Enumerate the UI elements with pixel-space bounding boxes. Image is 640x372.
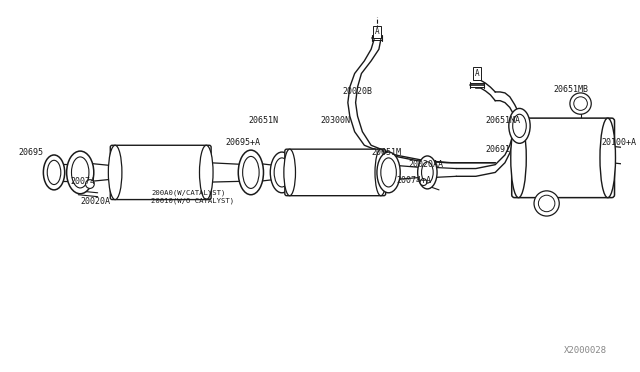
Ellipse shape: [375, 149, 387, 196]
Ellipse shape: [513, 114, 526, 138]
Ellipse shape: [570, 93, 591, 114]
Ellipse shape: [67, 151, 94, 194]
Ellipse shape: [243, 156, 259, 189]
Ellipse shape: [422, 162, 433, 183]
Text: 20695: 20695: [18, 148, 43, 157]
Ellipse shape: [72, 157, 89, 188]
Ellipse shape: [44, 155, 65, 190]
FancyBboxPatch shape: [285, 149, 386, 196]
Ellipse shape: [623, 145, 635, 167]
Text: X2000028: X2000028: [564, 346, 607, 355]
Ellipse shape: [534, 191, 559, 216]
Ellipse shape: [238, 150, 264, 195]
FancyBboxPatch shape: [110, 145, 211, 199]
Ellipse shape: [418, 156, 437, 189]
Text: 20020B: 20020B: [342, 87, 372, 96]
Text: 20300N: 20300N: [321, 116, 351, 125]
Text: 20691: 20691: [486, 145, 511, 154]
Ellipse shape: [420, 179, 427, 186]
Ellipse shape: [270, 152, 294, 193]
Text: A: A: [474, 69, 479, 78]
Ellipse shape: [47, 160, 61, 185]
Text: 20100+A: 20100+A: [602, 138, 637, 147]
Ellipse shape: [574, 97, 588, 110]
Ellipse shape: [538, 195, 555, 212]
FancyBboxPatch shape: [512, 118, 614, 198]
Text: 20020AA: 20020AA: [408, 160, 443, 169]
Ellipse shape: [381, 158, 396, 187]
Text: 20651M: 20651M: [371, 148, 401, 157]
Ellipse shape: [284, 149, 296, 196]
Ellipse shape: [200, 145, 213, 199]
Ellipse shape: [274, 158, 290, 187]
Text: 20695+A: 20695+A: [226, 138, 260, 147]
Circle shape: [86, 180, 94, 189]
Text: 20651MB: 20651MB: [554, 85, 588, 94]
Text: A: A: [374, 27, 380, 36]
Text: 20020A: 20020A: [80, 197, 110, 206]
Text: 20651N: 20651N: [248, 116, 278, 125]
Text: 20651MA: 20651MA: [486, 116, 520, 125]
Ellipse shape: [377, 152, 400, 193]
Text: 20074+A: 20074+A: [396, 176, 431, 185]
Text: 20074: 20074: [70, 177, 95, 186]
Ellipse shape: [600, 118, 616, 198]
Text: 200A0(W/CATALYST)
20010(W/O CATALYST): 200A0(W/CATALYST) 20010(W/O CATALYST): [151, 190, 234, 204]
Ellipse shape: [108, 145, 122, 199]
Ellipse shape: [511, 118, 526, 198]
Ellipse shape: [509, 108, 530, 143]
